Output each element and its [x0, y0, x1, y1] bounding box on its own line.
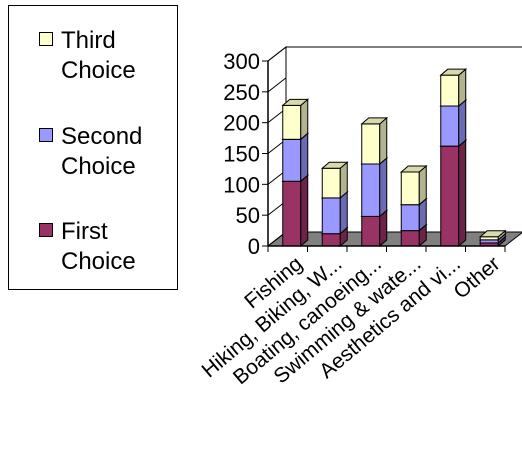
bar-segment-front	[400, 171, 420, 206]
x-tick-label: Other	[449, 252, 504, 303]
bar-segment-side	[339, 190, 348, 235]
bar-segment-side	[458, 139, 467, 248]
legend-swatch-first-choice	[39, 223, 53, 237]
legend-label-third-choice: Third Choice	[61, 27, 136, 84]
y-tick-label: 300	[223, 49, 260, 74]
bar-segment-side	[300, 98, 309, 141]
bar-segment-side	[418, 164, 427, 206]
bar-segment-front	[282, 138, 302, 182]
bar-segment-top	[320, 161, 349, 169]
bar-segment-front	[400, 230, 420, 247]
y-gridline	[267, 77, 287, 93]
bar-segment-front	[440, 105, 460, 147]
y-tick-label: 150	[223, 142, 260, 167]
y-gridline	[267, 46, 287, 62]
y-tick-label: 100	[223, 172, 260, 197]
legend-label-first-choice: First Choice	[61, 218, 136, 275]
bar-segment-front	[440, 74, 460, 107]
bar-segment-side	[458, 98, 467, 148]
y-tick-label: 250	[223, 80, 260, 105]
bar-segment-front	[321, 197, 341, 235]
bar-segment-top	[439, 68, 468, 76]
legend-swatch-second-choice	[39, 128, 53, 142]
bar-segment-front	[440, 145, 460, 247]
bar-segment-side	[300, 174, 309, 248]
bar-segment-front	[400, 204, 420, 232]
bar-segment-top	[478, 230, 507, 238]
bar-segment-front	[282, 180, 302, 247]
y-tick-label: 50	[236, 203, 260, 228]
bar-segment-front	[321, 233, 341, 247]
legend-swatch-third-choice	[39, 32, 53, 46]
bar-segment-front	[361, 215, 381, 247]
y-tick-label: 0	[248, 234, 260, 259]
bar-segment-top	[281, 98, 310, 106]
chart-legend: Third Choice Second Choice First Choice	[8, 5, 178, 290]
y-tick-label: 200	[223, 111, 260, 136]
bar-segment-front	[282, 104, 302, 140]
bar-segment-side	[379, 116, 388, 166]
bar-segment-front	[361, 163, 381, 217]
bar-segment-front	[361, 123, 381, 165]
bar-segment-top	[399, 165, 428, 173]
bar-segment-front	[321, 167, 341, 199]
bar-segment-side	[379, 156, 388, 218]
bar-segment-side	[300, 132, 309, 183]
bar-segment-top	[360, 117, 389, 125]
legend-label-second-choice: Second Choice	[61, 123, 143, 180]
